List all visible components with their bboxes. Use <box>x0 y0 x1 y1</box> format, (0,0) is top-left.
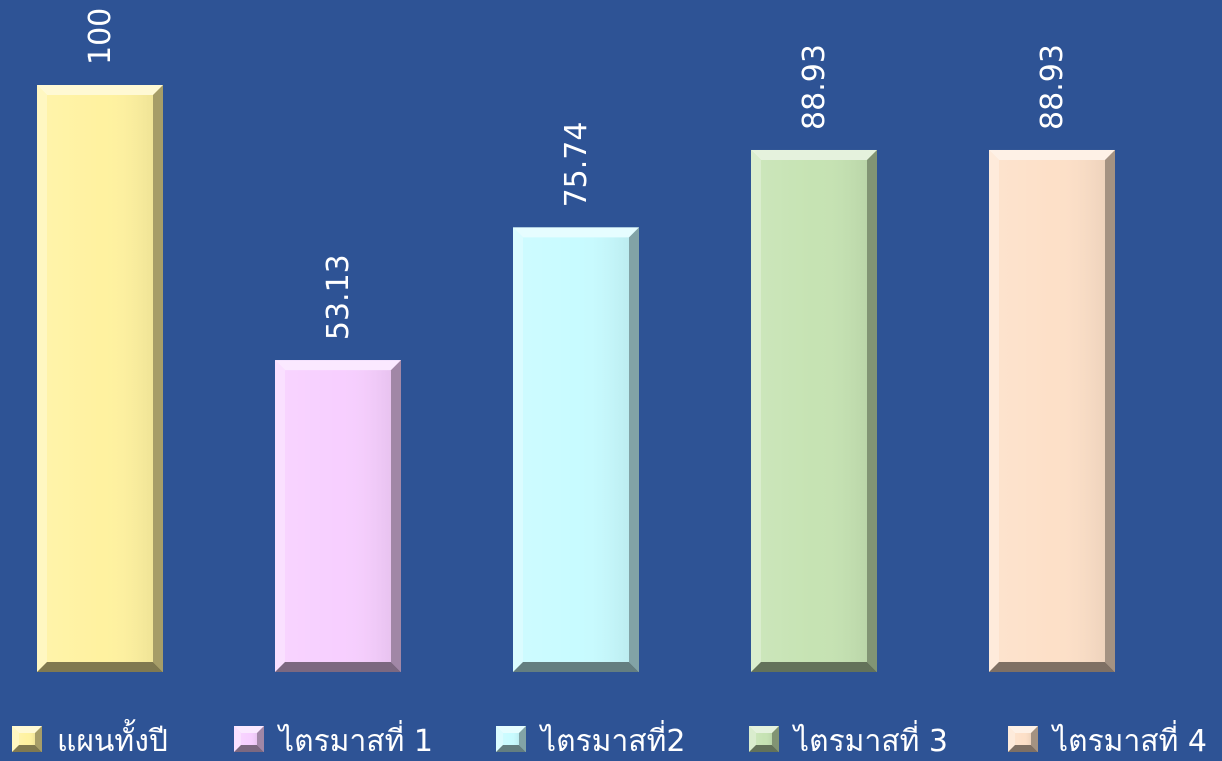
bar-3 <box>513 227 639 673</box>
bar-2 <box>275 360 401 672</box>
bars-layer <box>37 85 1115 673</box>
value-label-1: 100 <box>83 8 118 65</box>
value-label-5: 88.93 <box>1035 44 1070 130</box>
legend-swatch-4 <box>749 726 779 752</box>
bar-1 <box>37 85 163 672</box>
legend-label-4: ไตรมาสที่ 3 <box>792 720 948 759</box>
value-label-2: 53.13 <box>321 254 356 340</box>
bar-4 <box>751 149 877 672</box>
legend-label-3: ไตรมาสที่2 <box>539 720 685 759</box>
legend-label-2: ไตรมาสที่ 1 <box>277 720 433 759</box>
legend-swatch-3 <box>496 726 526 752</box>
value-label-4: 88.93 <box>797 44 832 130</box>
value-label-3: 75.74 <box>559 122 594 208</box>
legend-item-3: ไตรมาสที่2 <box>496 720 685 759</box>
legend-swatch-1 <box>12 726 42 752</box>
legend-swatch-2 <box>234 726 264 752</box>
legend-swatch-5 <box>1008 726 1038 752</box>
legend-item-2: ไตรมาสที่ 1 <box>234 720 433 759</box>
legend-label-5: ไตรมาสที่ 4 <box>1051 720 1207 759</box>
legend-item-1: แผนทั้งปี <box>12 719 168 759</box>
bar-5 <box>989 149 1115 672</box>
legend-item-4: ไตรมาสที่ 3 <box>749 720 948 759</box>
legend: แผนทั้งปี ไตรมาสที่ 1 ไตรมาสที่2 ไตรมาสที่ … <box>12 719 1207 759</box>
legend-item-5: ไตรมาสที่ 4 <box>1008 720 1207 759</box>
value-labels-layer: 100 53.13 75.74 88.93 88.93 <box>83 8 1070 340</box>
legend-label-1: แผนทั้งปี <box>57 719 168 759</box>
